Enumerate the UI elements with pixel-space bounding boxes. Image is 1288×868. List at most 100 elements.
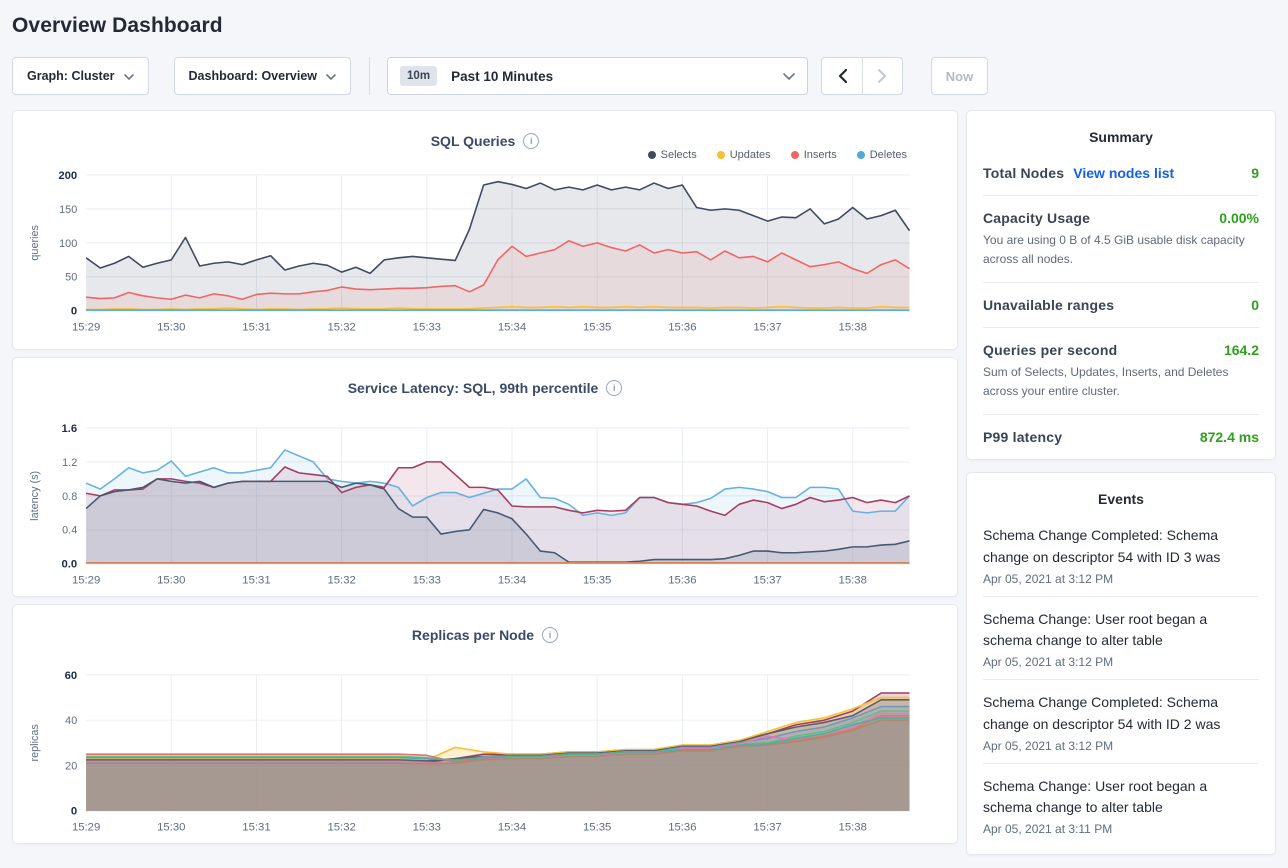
svg-text:20: 20 bbox=[65, 760, 77, 772]
event-message: Schema Change: User root began a schema … bbox=[983, 610, 1208, 649]
summary-row-label: Capacity Usage bbox=[983, 210, 1091, 226]
replicas-per-node-card: Replicas per Node i 0 20 40 60 15:29 15:30 15:… bbox=[12, 604, 958, 844]
legend-dot bbox=[856, 151, 865, 159]
svg-text:15:30: 15:30 bbox=[157, 821, 185, 833]
svg-text:15:35: 15:35 bbox=[583, 574, 611, 586]
controls-divider bbox=[369, 57, 371, 95]
event-message: Schema Change Completed: Schema change o… bbox=[983, 694, 1221, 732]
svg-text:15:36: 15:36 bbox=[668, 821, 696, 833]
legend-dot bbox=[647, 151, 656, 159]
graph-dropdown[interactable]: Graph: Cluster bbox=[12, 57, 149, 95]
charts-column: SQL Queries i Selects Updates Inserts Delet… bbox=[12, 110, 958, 851]
svg-text:15:38: 15:38 bbox=[839, 321, 867, 333]
svg-text:15:29: 15:29 bbox=[72, 321, 100, 333]
info-icon[interactable]: i bbox=[523, 133, 540, 149]
legend-item-inserts[interactable]: Inserts bbox=[790, 149, 837, 161]
summary-row: Unavailable ranges 0 bbox=[983, 282, 1259, 327]
svg-text:15:37: 15:37 bbox=[753, 321, 781, 333]
sql-queries-legend: Selects Updates Inserts Deletes bbox=[647, 149, 907, 161]
svg-text:15:32: 15:32 bbox=[327, 574, 355, 586]
event-timestamp: Apr 05, 2021 at 3:12 PM bbox=[983, 655, 1114, 670]
dashboard-dropdown-label: Dashboard: Overview bbox=[188, 69, 318, 83]
svg-text:15:31: 15:31 bbox=[242, 574, 270, 586]
chart-title-replicas-per-node: Replicas per Node bbox=[411, 627, 535, 643]
legend-label: Selects bbox=[660, 149, 697, 161]
svg-text:50: 50 bbox=[65, 272, 77, 284]
svg-text:15:31: 15:31 bbox=[242, 321, 270, 333]
now-button[interactable]: Now bbox=[931, 57, 989, 95]
summary-row-description: Sum of Selects, Updates, Inserts, and De… bbox=[983, 365, 1229, 398]
legend-label: Updates bbox=[729, 149, 771, 161]
info-icon[interactable]: i bbox=[542, 627, 559, 643]
summary-row: Capacity Usage 0.00% You are using 0 B of … bbox=[983, 195, 1259, 282]
summary-row-value: 872.4 ms bbox=[1199, 429, 1259, 446]
svg-text:15:36: 15:36 bbox=[668, 321, 696, 333]
legend-dot bbox=[790, 151, 799, 159]
replicas-per-node-chart[interactable]: 0 20 40 60 15:29 15:30 15:31 15:32 15:33 15:34 15:… bbox=[25, 667, 945, 844]
time-range-picker[interactable]: 10m Past 10 Minutes bbox=[387, 57, 809, 95]
svg-text:15:37: 15:37 bbox=[753, 821, 781, 833]
svg-text:15:35: 15:35 bbox=[583, 321, 611, 333]
page-title: Overview Dashboard bbox=[12, 14, 223, 37]
event-item: Schema Change: User root began a schema … bbox=[983, 762, 1259, 846]
svg-text:0: 0 bbox=[71, 806, 77, 818]
svg-text:15:29: 15:29 bbox=[72, 821, 100, 833]
svg-text:15:34: 15:34 bbox=[498, 321, 526, 333]
chart-title-sql-queries: SQL Queries bbox=[430, 133, 516, 149]
service-latency-card: Service Latency: SQL, 99th percentile i … bbox=[12, 357, 958, 597]
summary-row-label: Total Nodes bbox=[983, 165, 1065, 181]
svg-text:0.0: 0.0 bbox=[62, 559, 78, 571]
svg-text:15:37: 15:37 bbox=[753, 574, 781, 586]
svg-text:15:34: 15:34 bbox=[498, 574, 526, 586]
svg-text:replicas: replicas bbox=[29, 724, 41, 762]
chevron-down-icon bbox=[783, 67, 795, 85]
svg-text:15:30: 15:30 bbox=[157, 321, 185, 333]
svg-text:queries: queries bbox=[29, 224, 41, 260]
svg-text:15:36: 15:36 bbox=[668, 574, 696, 586]
svg-text:0.4: 0.4 bbox=[62, 525, 77, 537]
time-range-label: Past 10 Minutes bbox=[451, 68, 554, 84]
controls-bar: Graph: Cluster Dashboard: Overview 10m P… bbox=[12, 56, 1276, 96]
event-item: Schema Change Completed: Schema change o… bbox=[983, 513, 1259, 595]
sql-queries-card: SQL Queries i Selects Updates Inserts Delet… bbox=[12, 110, 958, 350]
event-timestamp: Apr 05, 2021 at 3:12 PM bbox=[983, 571, 1114, 586]
svg-text:15:34: 15:34 bbox=[498, 821, 526, 833]
svg-text:100: 100 bbox=[59, 238, 77, 250]
events-panel: Events Schema Change Completed: Schema c… bbox=[966, 472, 1276, 855]
svg-text:200: 200 bbox=[58, 170, 77, 182]
sidebar: Summary Total Nodes View nodes list 9 Capac… bbox=[966, 110, 1276, 855]
event-message: Schema Change Completed: Schema change o… bbox=[983, 527, 1221, 566]
dashboard-dropdown[interactable]: Dashboard: Overview bbox=[173, 57, 352, 95]
service-latency-chart[interactable]: 0.0 0.4 0.8 1.2 1.6 15:29 15:30 15:31 15:32 15:33… bbox=[25, 420, 945, 597]
view-nodes-list-link[interactable]: View nodes list bbox=[1073, 165, 1175, 181]
svg-text:40: 40 bbox=[65, 715, 77, 727]
sql-queries-chart[interactable]: 0 50 100 150 200 15:29 15:30 15:31 15:32 15:33 15:… bbox=[25, 167, 945, 350]
summary-row: Total Nodes View nodes list 9 bbox=[983, 151, 1259, 195]
svg-text:0: 0 bbox=[71, 306, 77, 318]
event-message: Schema Change: User root began a schema … bbox=[983, 777, 1208, 816]
summary-row-value: 0 bbox=[1251, 297, 1259, 314]
time-forward-button[interactable] bbox=[862, 58, 902, 94]
svg-text:15:32: 15:32 bbox=[327, 821, 355, 833]
event-item: Schema Change: User root began a schema … bbox=[983, 595, 1259, 679]
legend-dot bbox=[716, 151, 725, 159]
time-back-button[interactable] bbox=[822, 58, 862, 94]
svg-text:15:38: 15:38 bbox=[839, 574, 867, 586]
event-timestamp: Apr 05, 2021 at 3:11 PM bbox=[983, 821, 1113, 836]
legend-item-selects[interactable]: Selects bbox=[647, 149, 697, 161]
graph-dropdown-label: Graph: Cluster bbox=[27, 69, 115, 83]
svg-text:1.6: 1.6 bbox=[62, 423, 78, 435]
legend-item-deletes[interactable]: Deletes bbox=[856, 149, 907, 161]
svg-text:15:32: 15:32 bbox=[327, 321, 355, 333]
events-title: Events bbox=[1098, 491, 1144, 508]
summary-row-description: You are using 0 B of 4.5 GiB usable disk… bbox=[983, 233, 1245, 266]
info-icon[interactable]: i bbox=[606, 380, 623, 396]
summary-title: Summary bbox=[1089, 129, 1153, 145]
svg-text:150: 150 bbox=[59, 204, 77, 216]
legend-label: Deletes bbox=[869, 149, 907, 161]
svg-text:60: 60 bbox=[65, 670, 78, 682]
chevron-down-icon bbox=[123, 69, 134, 83]
chevron-down-icon bbox=[326, 69, 336, 83]
legend-item-updates[interactable]: Updates bbox=[716, 149, 771, 161]
